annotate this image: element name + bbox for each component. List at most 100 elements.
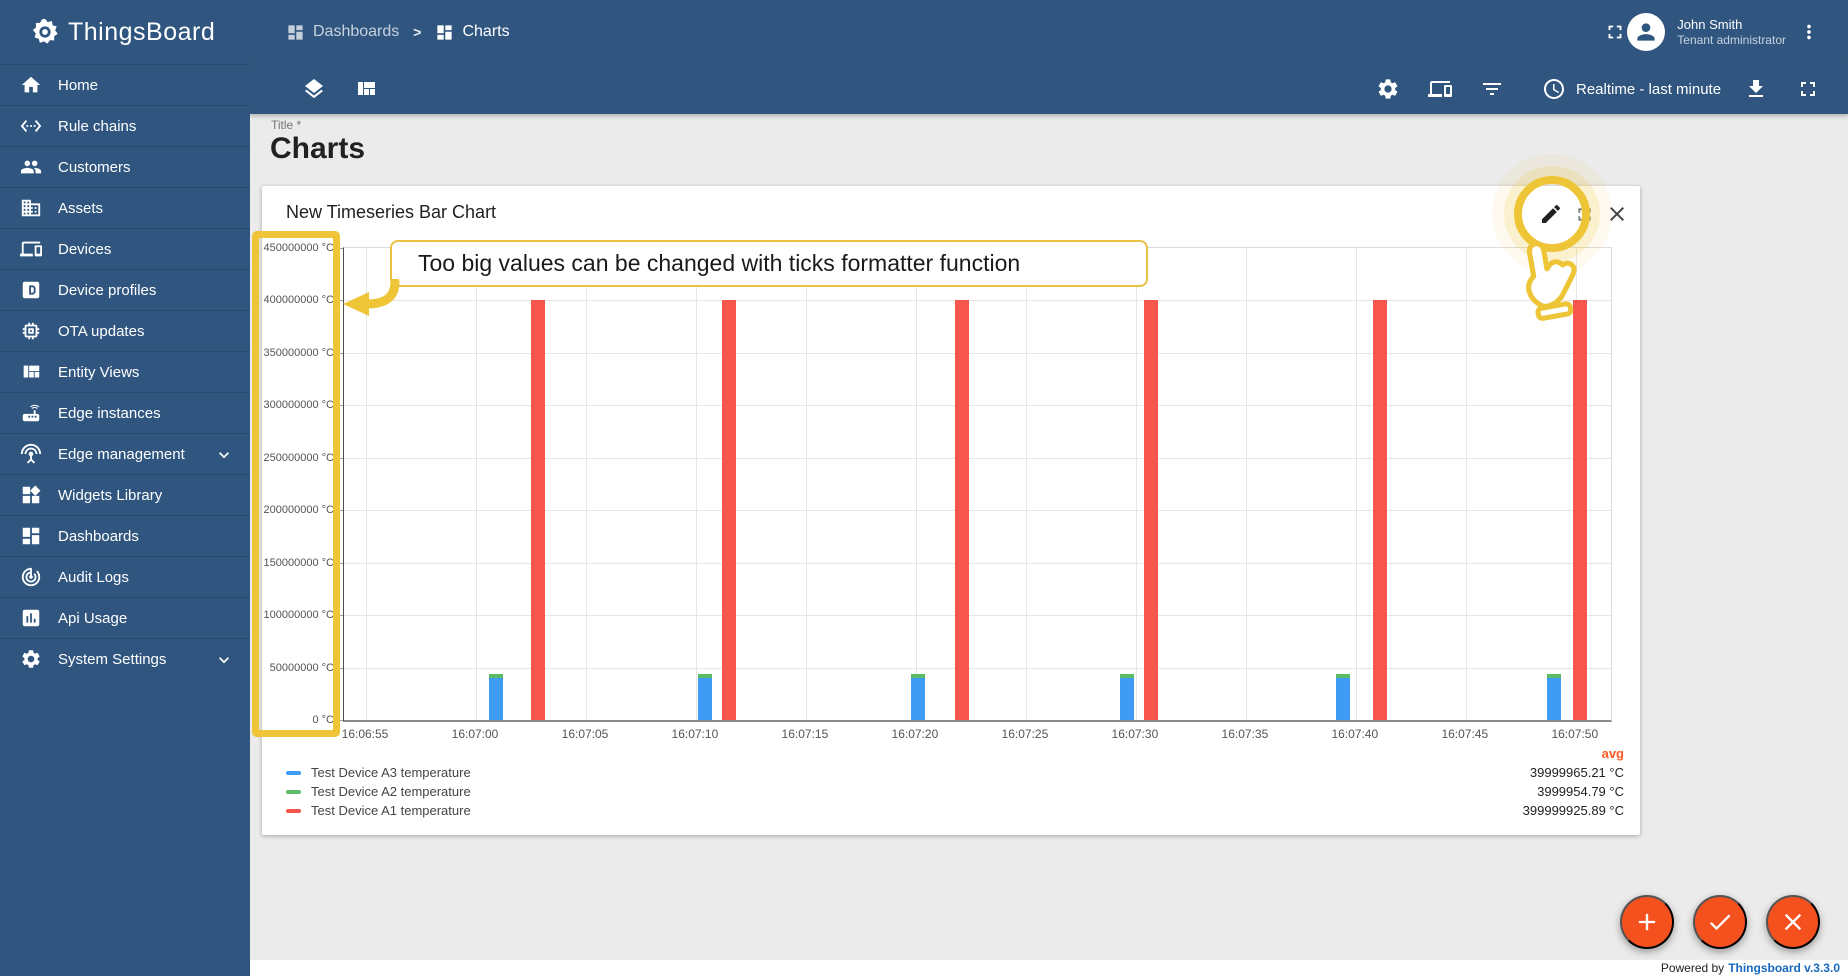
avatar (1627, 13, 1666, 51)
user-menu[interactable]: John Smith Tenant administrator (1627, 0, 1820, 64)
sidebar-item-label: Audit Logs (58, 568, 129, 586)
sidebar-item-devices[interactable]: Devices (0, 228, 250, 269)
dashboards-icon (20, 525, 42, 547)
user-role: Tenant administrator (1677, 33, 1786, 47)
legend-avg-header: avg (1601, 746, 1624, 761)
bar-test-device-a3-temperature (488, 678, 503, 720)
gridline (1245, 248, 1247, 720)
person-icon (1633, 19, 1659, 45)
apply-changes-button[interactable] (1693, 895, 1747, 949)
fullscreen-button[interactable] (1604, 21, 1626, 48)
api-usage-icon (20, 607, 42, 629)
y-tick-mark (337, 510, 343, 512)
y-tick-mark (337, 300, 343, 302)
timewindow-button[interactable]: Realtime - last minute (1542, 77, 1721, 101)
bar-test-device-a2-temperature (1335, 673, 1350, 678)
y-tick-mark (337, 405, 343, 407)
legend-row[interactable]: Test Device A2 temperature 3999954.79 °C (286, 782, 1624, 801)
entities-button[interactable] (1428, 77, 1452, 106)
plus-icon (1633, 908, 1661, 936)
gridline (366, 248, 367, 720)
gridline (344, 457, 1611, 459)
legend-series-name: Test Device A2 temperature (311, 784, 471, 799)
sidebar-item-assets[interactable]: Assets (0, 187, 250, 228)
sidebar-item-device-profiles[interactable]: Device profiles (0, 269, 250, 310)
gridline (344, 352, 1611, 354)
sidebar-item-api-usage[interactable]: Api Usage (0, 597, 250, 638)
add-widget-button[interactable] (1620, 895, 1674, 949)
sidebar-item-label: Edge management (58, 445, 185, 463)
sidebar-item-audit-logs[interactable]: Audit Logs (0, 556, 250, 597)
y-tick-label: 100000000 °C (263, 609, 334, 622)
breadcrumb-item-charts[interactable]: Charts (435, 23, 510, 42)
bar-test-device-a3-temperature (911, 678, 926, 720)
legend-series-name: Test Device A1 temperature (311, 803, 471, 818)
x-axis-labels: 16:06:55 16:07:00 16:07:05 16:07:10 16:07:15… (341, 727, 1612, 743)
bar-test-device-a2-temperature (1546, 673, 1561, 678)
sidebar-item-label: OTA updates (58, 322, 145, 340)
y-tick-label: 450000000 °C (263, 242, 334, 254)
sidebar-item-label: Assets (58, 199, 104, 217)
y-tick-label: 300000000 °C (263, 399, 334, 412)
legend-row[interactable]: Test Device A1 temperature 399999925.89 °… (286, 801, 1624, 820)
sidebar-item-system-settings[interactable]: System Settings (0, 638, 250, 679)
more-vert-icon[interactable] (1798, 21, 1820, 43)
y-tick-label: 200000000 °C (263, 504, 334, 517)
chevron-down-icon (214, 445, 234, 470)
sidebar-item-widgets-library[interactable]: Widgets Library (0, 474, 250, 515)
footer: Powered by Thingsboard v.3.3.0 (250, 960, 1848, 976)
expand-widget-button[interactable] (1574, 204, 1595, 230)
powered-by-link[interactable]: Thingsboard v.3.3.0 (1728, 961, 1840, 975)
cancel-changes-button[interactable] (1766, 895, 1820, 949)
bar-test-device-a3-temperature (1120, 678, 1135, 720)
pencil-icon (1539, 202, 1563, 226)
dashboard-title-input[interactable]: Charts (270, 132, 366, 165)
remove-widget-button[interactable] (1605, 202, 1629, 231)
bar-test-device-a2-temperature (697, 673, 712, 678)
x-tick-label: 16:06:55 (341, 727, 389, 741)
bar-test-device-a3-temperature (1335, 678, 1350, 720)
x-tick-label: 16:07:45 (1441, 727, 1489, 741)
sidebar-item-edge-instances[interactable]: Edge instances (0, 392, 250, 433)
bar-chart-plot[interactable] (337, 247, 1612, 722)
timeseries-bar-chart-widget[interactable]: New Timeseries Bar Chart Too big values … (252, 176, 1640, 835)
x-tick-label: 16:07:15 (781, 727, 829, 741)
breadcrumb: Dashboards > Charts (286, 0, 510, 64)
legend-swatch (286, 789, 301, 794)
y-tick-mark (337, 248, 343, 249)
sidebar-item-rule-chains[interactable]: Rule chains (0, 105, 250, 146)
edge-management-icon (20, 443, 42, 465)
sidebar-item-home[interactable]: Home (0, 64, 250, 105)
sidebar-item-entity-views[interactable]: Entity Views (0, 351, 250, 392)
gridline (344, 510, 1611, 512)
app-logo[interactable]: ThingsBoard (0, 0, 250, 64)
manage-layouts-button[interactable] (354, 77, 378, 106)
sidebar-item-ota-updates[interactable]: OTA updates (0, 310, 250, 351)
dashboard-settings-button[interactable] (1376, 77, 1400, 106)
filters-button[interactable] (1480, 77, 1504, 106)
gear-icon (1376, 77, 1400, 101)
entity-aliases-button[interactable] (302, 77, 326, 106)
home-icon (20, 74, 42, 96)
gridline (344, 667, 1611, 669)
gridline (805, 248, 807, 720)
y-tick-mark (337, 615, 343, 617)
sidebar-item-edge-management[interactable]: Edge management (0, 433, 250, 474)
breadcrumb-label: Dashboards (313, 23, 400, 40)
legend-row[interactable]: Test Device A3 temperature 39999965.21 °C (286, 763, 1624, 782)
y-tick-label: 400000000 °C (263, 294, 334, 307)
export-button[interactable] (1744, 77, 1768, 106)
widget-title: New Timeseries Bar Chart (286, 202, 497, 222)
gridline (1025, 248, 1027, 720)
breadcrumb-item-dashboards[interactable]: Dashboards (286, 23, 399, 42)
edit-widget-button[interactable] (1539, 202, 1563, 231)
sidebar-item-dashboards[interactable]: Dashboards (0, 515, 250, 556)
sidebar-item-customers[interactable]: Customers (0, 146, 250, 187)
toolbar-fullscreen-button[interactable] (1796, 77, 1820, 106)
x-tick-label: 16:07:00 (451, 727, 499, 741)
widgets-library-icon (20, 484, 42, 506)
device-profiles-icon (20, 279, 42, 301)
dashboard-title-label: Title * (271, 118, 302, 132)
download-icon (1744, 77, 1768, 101)
sidebar-item-label: Device profiles (58, 281, 157, 299)
